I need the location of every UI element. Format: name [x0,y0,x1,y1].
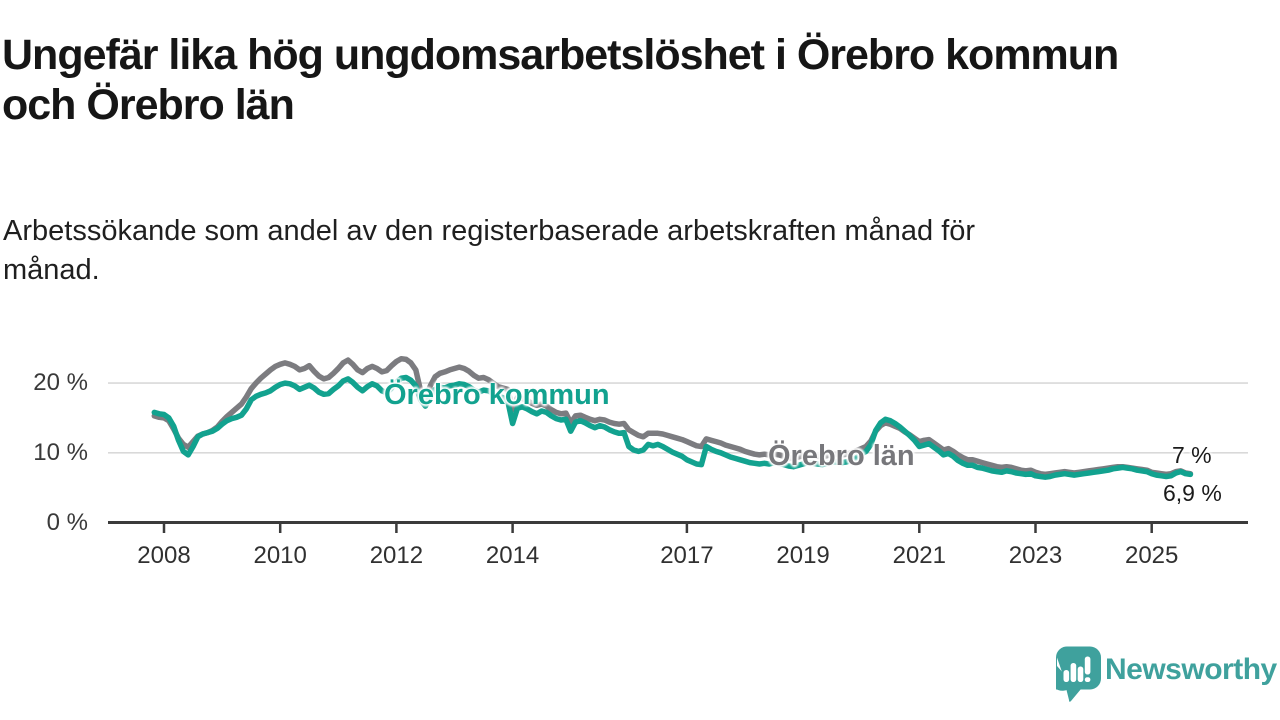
y-tick-label: 0 % [46,508,88,536]
subtitle-line-2: månad. [3,254,100,286]
series-line-orebro-kommun [151,374,1194,480]
chart-subtitle: Arbetssökande som andel av den registerb… [3,212,975,290]
exclamation-bar [1084,656,1091,675]
end-value-label-lan: 7 % [1172,442,1212,468]
bar-chart-bar-1 [1063,670,1070,682]
chart-headline: Ungefär lika hög ungdomsarbetslöshet i Ö… [2,30,1119,130]
bar-chart-bar-3 [1077,666,1084,682]
headline-line-1: Ungefär lika hög ungdomsarbetslöshet i Ö… [2,31,1119,79]
subtitle-line-1: Arbetssökande som andel av den registerb… [3,215,976,247]
exclamation-dot [1084,677,1091,682]
y-tick-label: 10 % [33,438,88,466]
speech-bubble-tail [1066,688,1081,702]
newsworthy-bubble-icon [1049,646,1101,702]
end-value-label-kommun: 6,9 % [1163,480,1222,506]
series-label-orebro-kommun: Örebro kommun [384,379,610,411]
x-tick-label: 2025 [1124,542,1179,569]
x-tick-label: 2008 [137,542,191,569]
newsworthy-logo: Newsworthy [1049,646,1280,706]
x-tick-label: 2023 [1008,542,1063,569]
x-tick-label: 2010 [253,542,307,569]
headline-line-2: och Örebro län [2,81,295,129]
x-tick-label: 2014 [485,542,540,569]
series-line-orebro-lan [151,355,1194,478]
y-tick-label: 20 % [33,369,88,397]
newsworthy-wordmark: Newsworthy [1105,653,1277,686]
x-tick-label: 2019 [776,542,830,569]
x-tick-label: 2021 [892,542,946,569]
series-label-orebro-lan: Örebro län [768,440,915,472]
x-tick-label: 2017 [660,542,714,569]
x-tick-label: 2012 [369,542,424,569]
bar-chart-bar-2 [1070,663,1077,682]
